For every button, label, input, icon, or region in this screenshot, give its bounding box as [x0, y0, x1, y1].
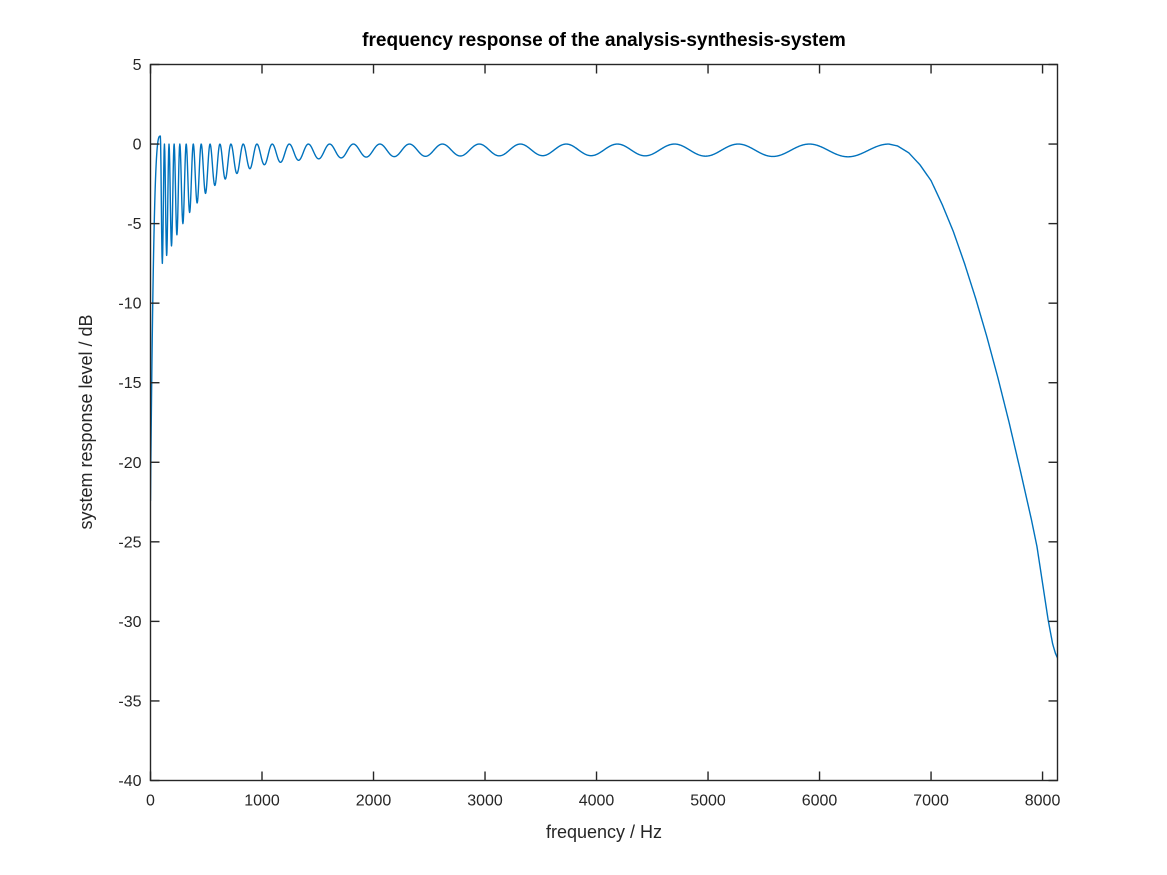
response-curve	[150, 135, 1058, 659]
plot-border	[149, 63, 1059, 782]
y-tick-label: -5	[127, 216, 141, 233]
x-tick-label: 5000	[690, 793, 726, 810]
y-tick-label: -10	[118, 296, 141, 313]
x-axis-label: frequency / Hz	[546, 822, 662, 842]
chart-title: frequency response of the analysis-synth…	[362, 30, 846, 51]
y-tick-label: -20	[118, 455, 141, 472]
x-tick-label: 3000	[467, 793, 503, 810]
y-tick-label: -25	[118, 534, 141, 551]
y-tick-label: -35	[118, 693, 141, 710]
x-tick-label: 0	[146, 793, 155, 810]
tick-layer: 0 1000 2000 3000 4000 5000 6000 7000 8000 -40 -35 -…	[118, 57, 1060, 810]
y-tick-label: -15	[118, 375, 141, 392]
y-tick-label: 0	[133, 137, 142, 154]
y-tick-label: -30	[118, 614, 141, 631]
y-tick-label: -40	[118, 773, 141, 790]
y-tick-label: 5	[133, 57, 142, 74]
x-tick-label: 2000	[356, 793, 392, 810]
x-tick-label: 4000	[579, 793, 615, 810]
x-tick-label: 1000	[244, 793, 280, 810]
x-tick-label: 6000	[802, 793, 838, 810]
x-tick-label: 8000	[1025, 793, 1061, 810]
curve-layer	[150, 135, 1058, 659]
x-tick-label: 7000	[913, 793, 949, 810]
y-axis-label: system response level / dB	[76, 314, 96, 529]
